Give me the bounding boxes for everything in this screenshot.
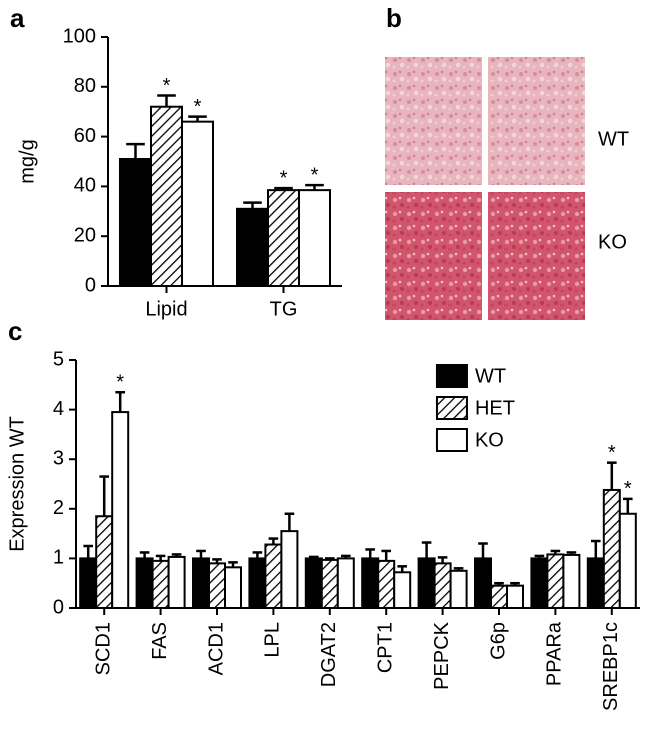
bar [602,488,621,609]
y-tick-label: 4 [53,398,64,420]
x-tick-label: SREBP1c [600,622,622,711]
histology-image [488,192,585,320]
x-tick-label: G6p [487,622,509,660]
x-tick-label: DGAT2 [318,622,340,687]
y-tick-label: 40 [74,175,96,197]
bar [119,158,152,287]
significance-mark: * [608,442,616,464]
bar [490,584,508,609]
significance-mark: * [311,164,319,186]
bar [111,411,130,609]
y-tick-label: 20 [74,224,96,246]
bar [449,569,468,609]
legend-label: WT [475,365,506,387]
y-tick-label: 0 [85,274,96,296]
bar [224,566,242,610]
y-tick-label: 100 [63,25,96,47]
legend-swatch [435,364,468,388]
bar [150,105,183,287]
x-tick-label: PPARa [544,621,566,686]
bar [586,557,605,610]
x-tick-label: LPL [262,622,284,658]
bar [248,557,267,610]
bar [151,559,170,610]
bar [618,512,637,610]
significance-mark: * [194,96,202,118]
significance-mark: * [116,372,124,394]
y-tick-label: 60 [74,125,96,147]
bar [236,207,269,287]
bar [264,543,283,610]
bar [135,557,154,610]
significance-mark: * [624,478,632,500]
x-tick-label: CPT1 [374,622,396,673]
histology-image [488,57,585,185]
y-tick-label: 2 [53,497,64,519]
bar [267,189,300,287]
x-tick-label: FAS [149,622,171,660]
bar [95,515,114,609]
bar [79,557,98,610]
bar [280,530,299,609]
bar [304,557,323,610]
bar [167,555,186,609]
panel-label: b [386,3,402,33]
x-tick-label: PEPCK [431,621,453,689]
y-tick-label: 3 [53,447,64,469]
significance-mark: * [280,167,288,189]
y-tick-label: 0 [53,596,64,618]
y-axis-label: Expression WT [6,416,28,552]
y-axis-label: mg/g [16,139,38,183]
panel-label: c [8,316,22,346]
bar [562,553,581,609]
x-tick-label: Lipid [145,298,187,320]
y-tick-label: 80 [74,75,96,97]
y-tick-label: 5 [53,348,64,370]
x-tick-label: TG [270,298,298,320]
bar [530,557,549,610]
bar [361,557,380,610]
bar [474,557,492,610]
y-tick-label: 1 [53,547,64,569]
legend-label: HET [475,397,515,419]
bar [417,557,436,610]
bar [377,559,396,610]
bar [181,120,214,287]
histology-image [385,192,482,320]
legend-swatch [435,428,468,452]
row-label: WT [598,128,629,150]
bar [546,553,565,610]
significance-mark: * [163,75,171,97]
bar [192,557,210,610]
x-tick-label: SCD1 [92,622,114,675]
bar [320,558,339,609]
panel-label: a [10,3,25,33]
legend-label: KO [475,429,504,451]
bar [393,571,412,610]
bar [506,584,524,609]
x-tick-label: ACD1 [205,622,227,675]
legend-swatch [435,396,468,420]
bar [336,557,355,610]
histology-image [385,57,482,185]
bar [433,562,452,609]
row-label: KO [598,231,627,253]
bar [208,562,226,609]
bar [298,189,331,287]
